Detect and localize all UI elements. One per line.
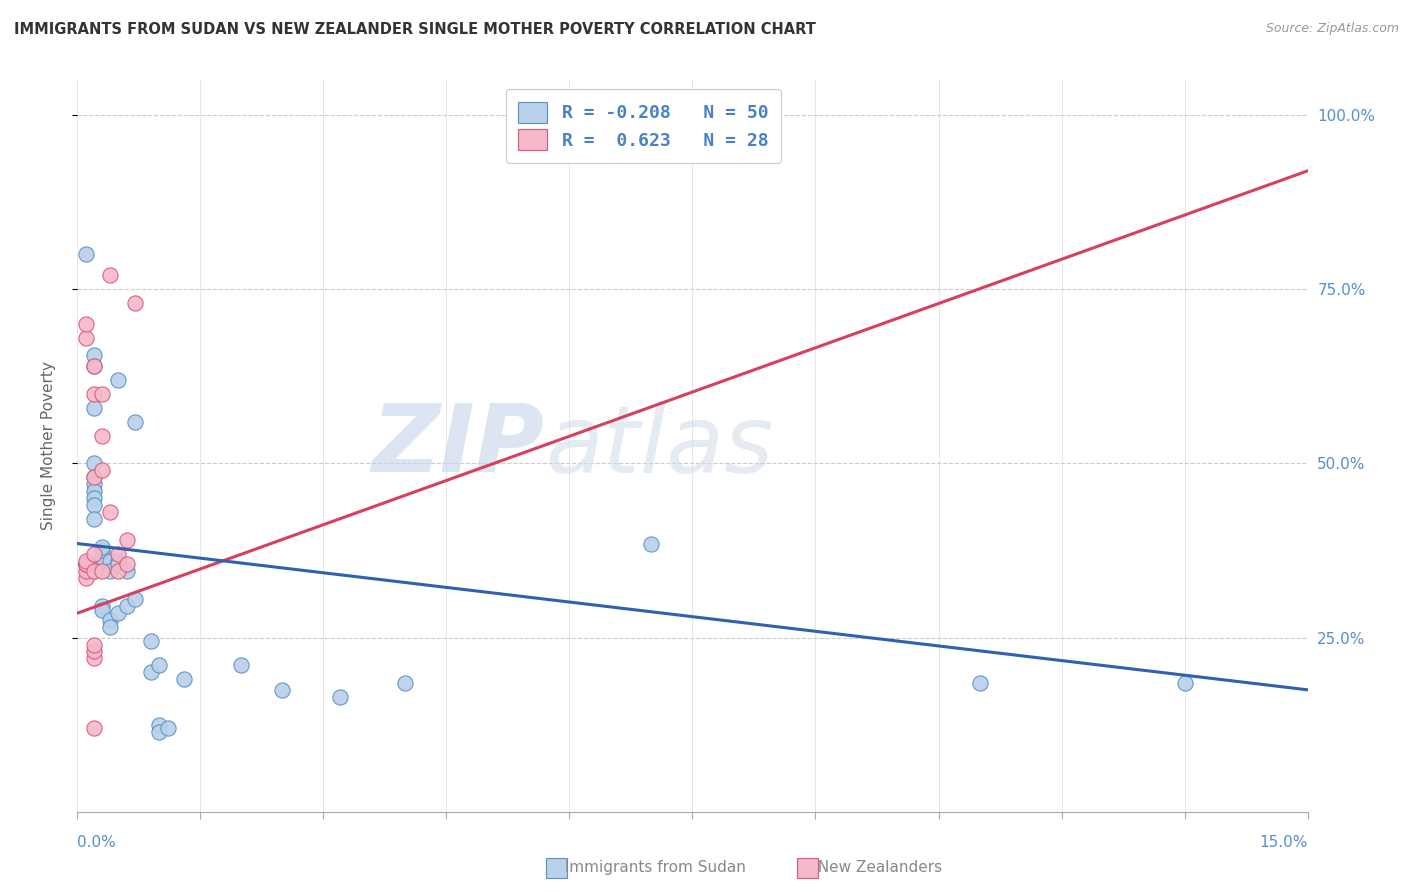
Point (90, 558, 114, 572)
Point (83, 401, 105, 415)
Point (83, 547, 105, 561)
Point (75, 554, 97, 568)
Point (83, 638, 105, 652)
Point (90, 565, 114, 579)
Point (98, 505, 121, 519)
Point (83, 359, 105, 373)
Point (148, 658, 170, 673)
Point (115, 599, 138, 614)
Point (90, 550, 114, 565)
Point (115, 558, 138, 572)
Point (75, 558, 97, 572)
Point (83, 565, 105, 579)
Point (83, 651, 105, 665)
Point (98, 613, 121, 627)
Point (75, 571, 97, 585)
Point (83, 498, 105, 512)
Point (115, 533, 138, 547)
Point (83, 561, 105, 575)
Point (1174, 676, 1197, 690)
Point (83, 470, 105, 484)
Point (90, 550, 114, 565)
Point (141, 665, 163, 680)
Point (75, 558, 97, 572)
Point (329, 690, 352, 704)
Point (969, 676, 991, 690)
Point (98, 620, 121, 634)
Point (394, 676, 416, 690)
Point (83, 644, 105, 658)
Text: 15.0%: 15.0% (1260, 836, 1308, 850)
Point (75, 331, 97, 345)
Point (148, 717, 170, 731)
Point (115, 565, 138, 579)
Point (98, 554, 121, 568)
Point (90, 599, 114, 614)
Point (124, 592, 146, 607)
Point (124, 415, 146, 429)
Point (83, 348, 105, 362)
Legend: R = -0.208   N = 50, R =  0.623   N = 28: R = -0.208 N = 50, R = 0.623 N = 28 (506, 89, 780, 162)
Point (107, 547, 129, 561)
Point (148, 724, 170, 739)
Point (83, 386, 105, 401)
Text: Source: ZipAtlas.com: Source: ZipAtlas.com (1265, 22, 1399, 36)
Text: 0.0%: 0.0% (77, 836, 117, 850)
Point (83, 457, 105, 471)
Point (83, 359, 105, 373)
Text: New Zealanders: New Zealanders (808, 860, 942, 874)
Point (98, 268, 121, 283)
Point (107, 606, 129, 620)
Point (90, 543, 114, 558)
Text: atlas: atlas (546, 401, 773, 491)
Y-axis label: Single Mother Poverty: Single Mother Poverty (42, 361, 56, 531)
Point (83, 470, 105, 484)
Point (98, 558, 121, 572)
Point (156, 721, 179, 735)
Point (83, 721, 105, 735)
Point (75, 558, 97, 572)
Point (271, 682, 294, 697)
Point (83, 477, 105, 491)
Point (83, 484, 105, 499)
Point (107, 373, 129, 387)
Point (83, 491, 105, 506)
Point (75, 565, 97, 579)
Text: Immigrants from Sudan: Immigrants from Sudan (555, 860, 747, 874)
Point (107, 565, 129, 579)
Point (107, 554, 129, 568)
Point (83, 558, 105, 572)
Point (75, 558, 97, 572)
Point (75, 247, 97, 261)
Point (90, 540, 114, 554)
Point (90, 428, 114, 442)
Text: ZIP: ZIP (373, 400, 546, 492)
Point (90, 603, 114, 617)
Point (90, 463, 114, 477)
Point (141, 634, 163, 648)
Point (173, 673, 195, 687)
Point (231, 658, 253, 673)
Point (90, 386, 114, 401)
Text: IMMIGRANTS FROM SUDAN VS NEW ZEALANDER SINGLE MOTHER POVERTY CORRELATION CHART: IMMIGRANTS FROM SUDAN VS NEW ZEALANDER S… (14, 22, 815, 37)
Point (98, 565, 121, 579)
Point (107, 558, 129, 572)
Point (75, 317, 97, 331)
Point (124, 296, 146, 310)
Point (83, 512, 105, 526)
Point (83, 565, 105, 579)
Point (75, 558, 97, 572)
Point (640, 536, 662, 550)
